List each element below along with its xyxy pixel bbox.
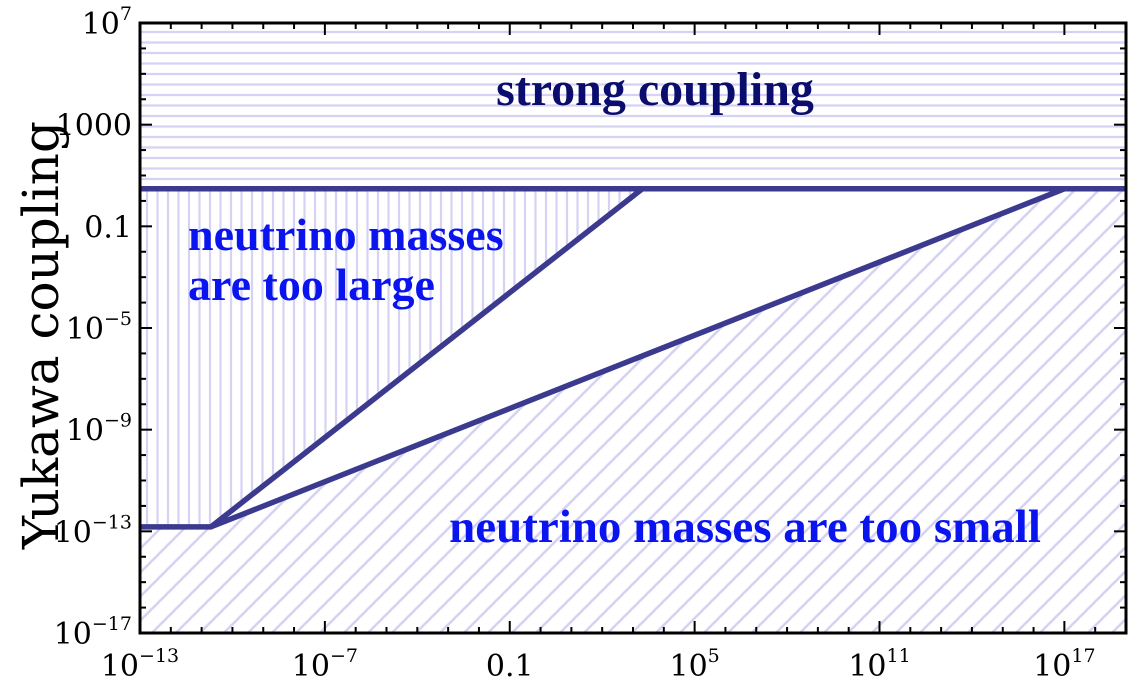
hatch-line [822,188,1126,633]
y-tick-label: 1000 [56,109,132,144]
hatch-line [702,188,1126,633]
too-large-label-line-2: are too large [188,259,435,310]
hatch-line [774,188,1126,633]
hatch-line [1014,188,1126,633]
hatch-line [798,188,1126,633]
hatch-line [534,188,981,633]
hatch-line [1062,188,1126,633]
hatch-line [558,188,1005,633]
hatch-line [1086,188,1126,633]
y-tick-label: 10−13 [54,511,132,550]
hatch-line [678,188,1125,633]
y-tick-label: 10−9 [66,410,132,449]
boundary-lines [140,186,1126,530]
hatch-line [918,188,1126,633]
hatch-line [870,188,1126,633]
hatch-line [750,188,1126,633]
hatch-line [966,188,1126,633]
y-axis-label: Yukawa coupling [12,121,70,550]
boundary-line-2 [209,186,1066,530]
hatch-line [582,188,1029,633]
x-tick-label: 1011 [848,645,910,684]
strong-coupling-hatch [140,30,1126,181]
y-tick-label: 0.1 [84,210,132,245]
hatch-line [846,188,1126,633]
hatch-line [726,188,1126,633]
too-small-label: neutrino masses are too small [449,501,1041,553]
y-tick-label: 10−5 [66,308,132,347]
hatch-line [630,188,1077,633]
hatch-line [1136,189,1141,633]
hatch-line [942,188,1126,633]
hatch-line [1038,188,1126,633]
y-axis-ticks: 10−17 10−13 10−9 10−5 0.1 1000 107 [54,3,1126,652]
strong-coupling-label: strong coupling [496,63,814,116]
too-large-label-line-1: neutrino masses [188,209,504,260]
hatch-line [990,188,1126,633]
hatch-line [894,188,1126,633]
x-tick-label: 1017 [1033,645,1095,684]
hatch-line [606,188,1053,633]
x-tick-label: 0.1 [486,649,534,684]
x-axis-ticks: 10−13 10−7 0.1 105 1011 1017 [101,23,1127,684]
x-tick-label: 105 [669,645,719,684]
y-tick-label: 107 [82,3,132,42]
too-small-hatch [140,188,1141,633]
x-tick-label: 10−7 [292,645,358,684]
hatch-line [654,188,1101,633]
y-tick-label: 10−17 [54,613,132,652]
x-tick-label: 10−13 [101,645,179,684]
